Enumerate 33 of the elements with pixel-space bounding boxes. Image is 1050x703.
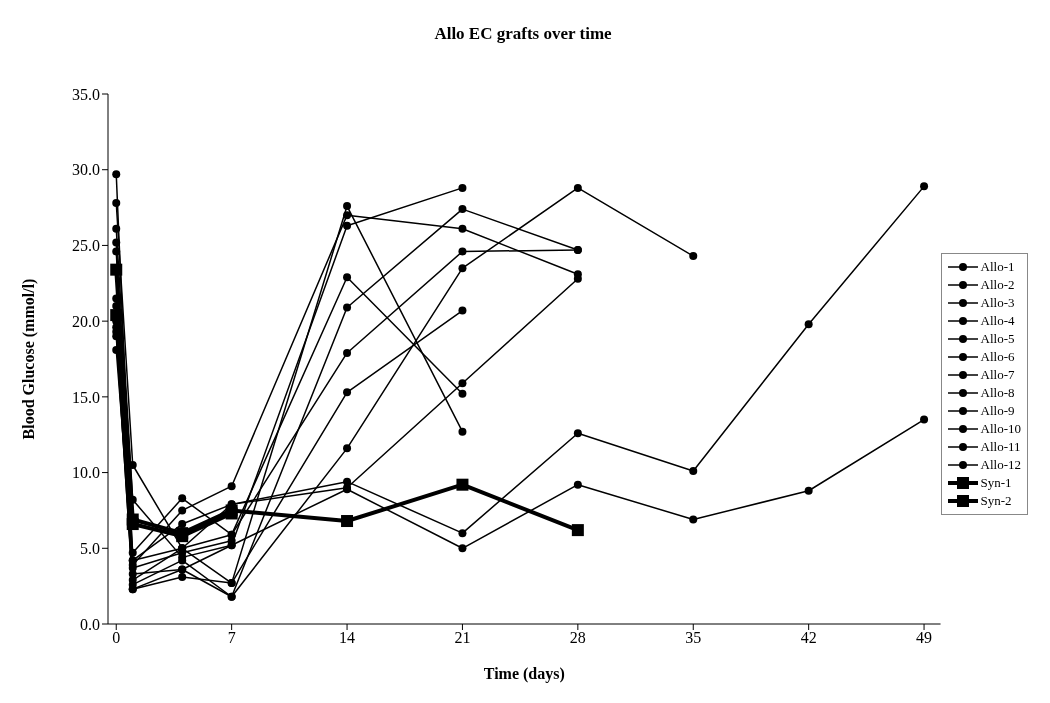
legend-label: Syn-1 <box>980 475 1012 491</box>
y-tick-label: 5.0 <box>80 539 100 557</box>
x-tick-label: 21 <box>454 629 471 647</box>
legend-label: Allo-2 <box>980 277 1015 293</box>
y-tick-label: 20.0 <box>72 312 100 330</box>
legend-label: Allo-8 <box>980 385 1015 401</box>
legend-label: Allo-11 <box>980 439 1021 455</box>
x-tick-label: 28 <box>569 629 586 647</box>
legend-label: Allo-3 <box>980 295 1015 311</box>
y-tick-label: 25.0 <box>72 237 100 255</box>
legend-label: Syn-2 <box>980 493 1012 509</box>
legend-label: Allo-1 <box>980 259 1015 275</box>
y-tick-label: 0.0 <box>80 615 100 633</box>
legend-label: Allo-5 <box>980 331 1015 347</box>
y-tick-label: 15.0 <box>72 388 100 406</box>
x-tick-label: 7 <box>227 629 236 647</box>
legend-label: Allo-9 <box>980 403 1015 419</box>
y-tick-label: 35.0 <box>72 85 100 103</box>
legend-label: Allo-6 <box>980 349 1015 365</box>
x-tick-label: 42 <box>800 629 817 647</box>
x-tick-label: 35 <box>685 629 702 647</box>
x-tick-label: 14 <box>339 629 356 647</box>
legend-label: Allo-4 <box>980 313 1015 329</box>
legend-label: Allo-10 <box>980 421 1021 437</box>
legend-label: Allo-7 <box>980 367 1015 383</box>
x-tick-label: 0 <box>112 629 121 647</box>
y-tick-label: 10.0 <box>72 464 100 482</box>
x-axis-title: Time (days) <box>483 665 565 683</box>
y-axis-title: Blood Glucose (mmol/l) <box>19 278 38 440</box>
x-tick-label: 49 <box>916 629 933 647</box>
y-tick-label: 30.0 <box>72 161 100 179</box>
chart-title: Allo EC grafts over time <box>433 23 613 45</box>
legend-label: Allo-12 <box>980 457 1021 473</box>
